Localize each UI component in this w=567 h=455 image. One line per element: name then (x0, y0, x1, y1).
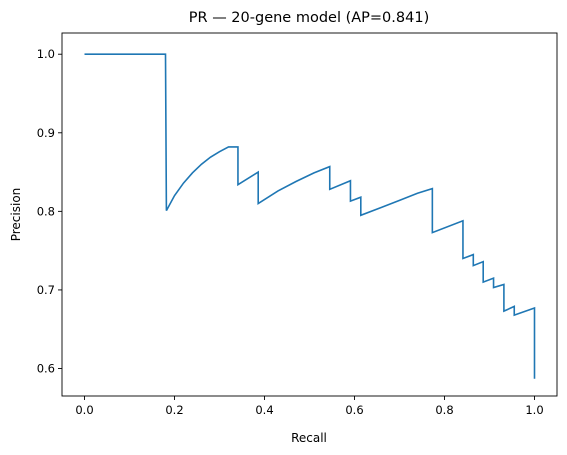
y-axis-label: Precision (9, 188, 23, 242)
x-tick-label: 0.8 (435, 403, 453, 417)
x-tick-label: 0.0 (75, 403, 93, 417)
x-axis: 0.0 0.2 0.4 0.6 0.8 1.0 (75, 396, 544, 417)
x-tick-label: 1.0 (525, 403, 543, 417)
y-tick-label: 0.9 (37, 126, 55, 140)
x-axis-label: Recall (291, 431, 327, 445)
x-tick-label: 0.4 (255, 403, 273, 417)
y-tick-label: 1.0 (37, 47, 55, 61)
y-tick-label: 0.6 (37, 362, 55, 376)
y-tick-label: 0.7 (37, 283, 55, 297)
pr-curve-line (84, 53, 536, 379)
chart-title: PR — 20-gene model (AP=0.841) (189, 10, 429, 26)
plot-frame (61, 32, 558, 397)
x-tick-label: 0.6 (345, 403, 363, 417)
plot-area (84, 53, 536, 379)
y-axis: 0.6 0.7 0.8 0.9 1.0 (37, 47, 62, 376)
x-tick-label: 0.2 (165, 403, 183, 417)
y-tick-label: 0.8 (37, 204, 55, 218)
